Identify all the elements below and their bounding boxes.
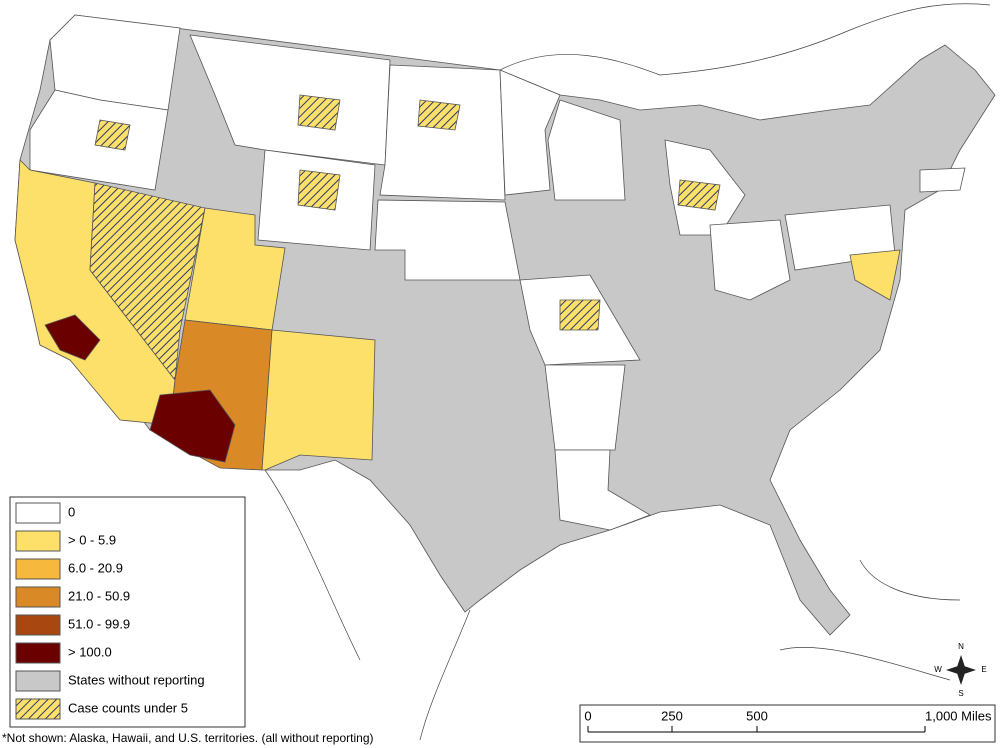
legend-label: States without reporting [68, 672, 205, 687]
legend-swatch [15, 586, 61, 608]
louisiana [554, 449, 651, 531]
scale-labels: 0 250 500 1,000 Miles [584, 708, 992, 732]
arizona-south [149, 389, 236, 463]
legend-label: 0 [68, 504, 75, 519]
legend-swatch [15, 558, 61, 580]
compass-rose [946, 655, 976, 685]
new-mexico [261, 329, 376, 471]
legend-label: 51.0 - 99.9 [68, 616, 130, 631]
scale-label: 0 [584, 708, 591, 723]
legend-label: > 100.0 [68, 644, 112, 659]
legend-swatch [15, 670, 61, 692]
nebraska [374, 199, 521, 281]
ohio [709, 219, 791, 301]
legend-swatch [15, 698, 61, 720]
legend-items: 0 > 0 - 5.9 6.0 - 20.9 21.0 - 50.9 51.0 - 99… [15, 502, 205, 720]
compass-e: E [981, 665, 986, 674]
nevada [89, 182, 206, 382]
minnesota [499, 69, 561, 196]
country-outlines [264, 3, 991, 741]
legend-label: > 0 - 5.9 [68, 532, 116, 547]
scale-label: 500 [746, 708, 768, 723]
scale-label: 250 [661, 708, 683, 723]
legend-swatch [15, 614, 61, 636]
compass: N S E W [934, 642, 986, 698]
compass-n: N [958, 642, 964, 651]
legend-label: 21.0 - 50.9 [68, 588, 130, 603]
scale-label: 1,000 Miles [925, 708, 992, 723]
dakotas [379, 64, 506, 201]
wisconsin [547, 99, 626, 201]
maryland [849, 249, 901, 301]
california-south [44, 314, 101, 361]
massachusetts [919, 167, 966, 193]
hatched-counties [94, 94, 721, 331]
legend: 0 > 0 - 5.9 6.0 - 20.9 21.0 - 50.9 51.0 - 99… [9, 496, 246, 728]
legend-label: 6.0 - 20.9 [68, 560, 123, 575]
legend-label: Case counts under 5 [68, 700, 188, 715]
legend-swatch [15, 502, 61, 524]
footnote: *Not shown: Alaska, Hawaii, and U.S. ter… [2, 731, 374, 745]
arkansas [544, 364, 626, 451]
legend-swatch [15, 642, 61, 664]
scale-bar: 0 250 500 1,000 Miles [579, 704, 996, 743]
compass-s: S [958, 689, 963, 698]
legend-swatch [15, 530, 61, 552]
us-map [14, 14, 996, 636]
compass-w: W [934, 665, 942, 674]
scale-box [579, 704, 996, 743]
